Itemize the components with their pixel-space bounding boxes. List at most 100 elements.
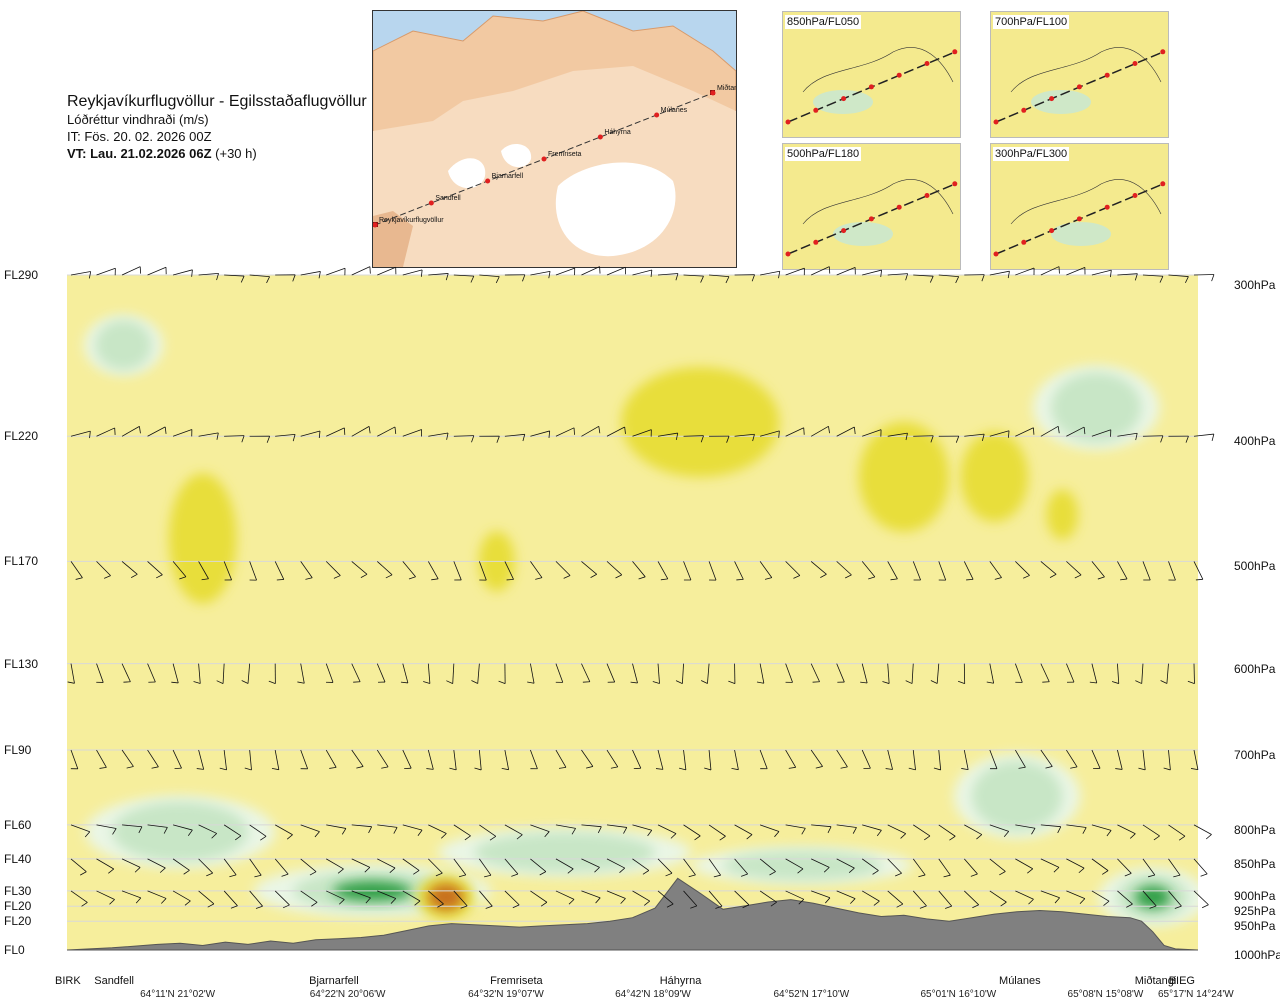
wind-barb-shaft xyxy=(1141,663,1144,684)
wind-barb-feather xyxy=(1007,271,1010,279)
wind-barb xyxy=(224,274,245,283)
wind-barb-feather xyxy=(1082,827,1087,834)
wind-barb-shaft xyxy=(300,858,317,872)
panel-updraft-area xyxy=(1051,222,1111,246)
map-waypoint-dot xyxy=(373,222,378,228)
wind-barb-shaft xyxy=(836,890,856,899)
wind-barb-shaft xyxy=(96,749,107,768)
wind-barb xyxy=(402,561,416,580)
wind-barb-shaft xyxy=(249,561,257,581)
wind-barb xyxy=(989,270,1010,279)
wind-barb-shaft xyxy=(862,269,882,276)
wind-barb xyxy=(1015,561,1030,579)
wind-barb-feather xyxy=(1110,270,1112,278)
wind-barb-shaft xyxy=(581,858,600,868)
wind-barb xyxy=(504,890,520,909)
wind-barb-shaft xyxy=(887,273,908,276)
pressure-label: 800hPa xyxy=(1234,822,1276,837)
wind-barb-shaft xyxy=(862,890,880,902)
wind-barb-shaft xyxy=(96,890,115,900)
wind-barb-shaft xyxy=(862,824,882,831)
wind-barb-feather xyxy=(1027,868,1033,874)
wind-barb-feather xyxy=(527,681,535,684)
wind-barb-shaft xyxy=(479,274,500,278)
wind-barb-shaft xyxy=(1015,858,1033,870)
wind-barb-feather xyxy=(1079,898,1086,904)
wind-barb-shaft xyxy=(887,749,893,770)
wind-barb-shaft xyxy=(657,749,664,770)
wind-barb-shaft xyxy=(810,663,820,682)
wind-barb xyxy=(964,274,985,282)
wind-barb-feather xyxy=(615,574,622,579)
wind-barb-feather xyxy=(567,868,574,874)
contour-updraft-core xyxy=(1134,885,1171,909)
contour-downdraft xyxy=(621,367,780,478)
pressure-label: 1000hPa xyxy=(1234,948,1280,962)
wind-barb-shaft xyxy=(887,824,906,835)
wind-barb-feather xyxy=(981,274,985,282)
wind-barb-feather xyxy=(1070,766,1078,769)
wind-barb xyxy=(606,266,627,276)
wind-barb xyxy=(198,272,219,281)
wind-barb-feather xyxy=(742,904,750,909)
wind-barb xyxy=(581,749,594,769)
wind-barb xyxy=(121,266,142,276)
wind-barb xyxy=(581,266,601,276)
wind-barb xyxy=(785,749,797,769)
pressure-label: 950hPa xyxy=(1234,919,1276,934)
wind-barb-shaft xyxy=(453,858,467,876)
wind-barb-shaft xyxy=(708,824,726,837)
wind-barb-shaft xyxy=(810,266,830,276)
wind-barb xyxy=(530,270,551,279)
wind-barb-shaft xyxy=(478,749,482,770)
wind-barb xyxy=(938,890,953,909)
wind-barb-feather xyxy=(234,835,242,841)
wind-barb-shaft xyxy=(351,425,370,437)
wind-barb-feather xyxy=(276,579,284,581)
waypoint-label: Miðtangi xyxy=(1134,975,1177,987)
wind-barb xyxy=(632,858,650,875)
wind-barb xyxy=(377,858,396,873)
wind-barb-shaft xyxy=(1066,561,1082,576)
wind-barb xyxy=(862,269,882,278)
wind-barb-shaft xyxy=(198,858,213,874)
wind-barb-shaft xyxy=(351,824,372,828)
map-waypoint-label: Háhyrna xyxy=(604,129,631,136)
panel-route-dot xyxy=(924,61,930,66)
wind-barb-shaft xyxy=(453,824,471,837)
panel-route-dot xyxy=(785,251,791,257)
wind-barb xyxy=(223,561,232,581)
wind-barb xyxy=(964,890,979,909)
wind-barb-feather xyxy=(1185,276,1189,284)
wind-barb-shaft xyxy=(1040,749,1053,767)
wind-barb-feather xyxy=(305,577,313,580)
wind-barb xyxy=(810,561,827,578)
wind-barb xyxy=(887,890,904,908)
wind-barb-feather xyxy=(516,834,523,840)
wind-barb-feather xyxy=(801,828,806,835)
wind-barb-feather xyxy=(89,431,91,439)
wind-barb xyxy=(1117,273,1138,281)
wind-barb xyxy=(734,890,750,909)
wind-barb-shaft xyxy=(1168,824,1186,837)
waypoint-label: Múlanes xyxy=(999,975,1041,987)
wind-barb-shaft xyxy=(989,749,998,769)
wind-barb xyxy=(453,561,462,581)
wind-barb-feather xyxy=(329,766,337,769)
contour-updraft xyxy=(971,761,1063,832)
wind-barb xyxy=(402,824,423,837)
wind-barb xyxy=(708,561,717,581)
wind-barb-feather xyxy=(522,434,526,442)
wind-barb xyxy=(377,824,398,834)
wind-barb xyxy=(785,561,801,579)
wind-barb xyxy=(555,858,574,874)
wind-barb-shaft xyxy=(887,890,904,905)
wind-barb-feather xyxy=(880,270,882,278)
wind-barb xyxy=(632,429,652,437)
wind-barb-feather xyxy=(1135,680,1142,684)
panel-route-dot xyxy=(1160,49,1166,55)
wind-barb xyxy=(300,271,321,279)
wind-barb-feather xyxy=(1008,430,1010,438)
wind-barb-shaft xyxy=(1166,663,1169,684)
wind-barb xyxy=(271,749,280,771)
